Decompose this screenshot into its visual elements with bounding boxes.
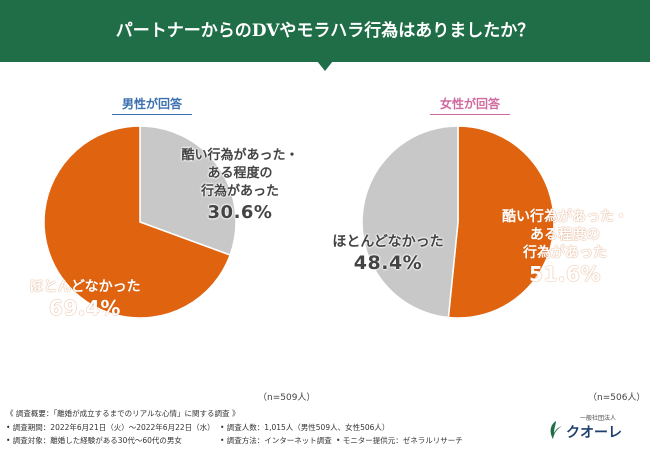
survey-period: • 調査期間：2022年6月21日（火）～2022年6月22日（水）	[6, 423, 215, 432]
male-none-value: 69.4%	[49, 296, 121, 320]
male-none-label: ほとんどなかった 69.4%	[10, 278, 160, 320]
female-pie-slice-0	[447, 125, 555, 319]
survey-provider: • モニター提供元：ゼネラルリサーチ	[336, 436, 463, 445]
logo-subtitle: 一般社団法人	[580, 415, 617, 422]
female-abusive-label-line1: 酷い行為があった・	[502, 209, 628, 225]
header-banner: パートナーからのDVやモラハラ行為はありましたか？	[0, 0, 650, 62]
female-pie-slice-1	[361, 125, 459, 319]
male-pie-slice-1	[43, 125, 232, 319]
logo-mark-icon	[550, 421, 562, 439]
male-group-label: 男性が回答	[112, 95, 192, 115]
female-sample-size: （n=506人）	[588, 393, 646, 403]
male-abusive-label-line3: 行為があった	[200, 184, 279, 199]
male-none-label-line1: ほとんどなかった	[29, 279, 141, 295]
logo-name: クオーレ	[566, 425, 622, 441]
page-title: パートナーからのDVやモラハラ行為はありましたか？	[115, 21, 535, 41]
male-sample-size: （n=509人）	[258, 393, 316, 403]
survey-method: • 調査方法：インターネット調査	[220, 436, 332, 445]
female-abusive-value: 51.6%	[529, 262, 601, 286]
male-pie-slice-0	[139, 125, 237, 257]
male-abusive-value: 30.6%	[207, 202, 273, 223]
survey-target: • 調査対象：離婚した経験がある30代～60代の男女	[6, 436, 182, 445]
header-pointer	[317, 61, 333, 71]
male-abusive-label-line1: 酷い行為があった・	[181, 148, 299, 163]
female-abusive-label-line2: ある程度の	[530, 227, 600, 243]
female-group-label: 女性が回答	[430, 95, 510, 115]
female-abusive-label: 酷い行為があった・ ある程度の 行為があった 51.6%	[490, 208, 640, 286]
organization-logo: 一般社団法人 クオーレ	[548, 412, 640, 442]
female-none-value: 48.4%	[353, 252, 423, 274]
male-pie-chart	[43, 125, 237, 319]
female-none-label: ほとんどなかった 48.4%	[318, 233, 458, 275]
male-abusive-label-line2: ある程度の	[207, 166, 273, 181]
survey-overview: 《 調査概要：「離婚が成立するまでのリアルな心情」に関する調査 》	[6, 409, 240, 418]
survey-count: • 調査人数：1,015人（男性509人、女性506人）	[220, 423, 390, 432]
female-none-label-line1: ほとんどなかった	[332, 234, 444, 250]
male-abusive-label: 酷い行為があった・ ある程度の 行為があった 30.6%	[160, 147, 320, 225]
female-abusive-label-line3: 行為があった	[523, 245, 607, 261]
survey-footer: 《 調査概要：「離婚が成立するまでのリアルな心情」に関する調査 》 • 調査期間…	[0, 406, 650, 450]
female-pie-chart	[361, 125, 555, 319]
